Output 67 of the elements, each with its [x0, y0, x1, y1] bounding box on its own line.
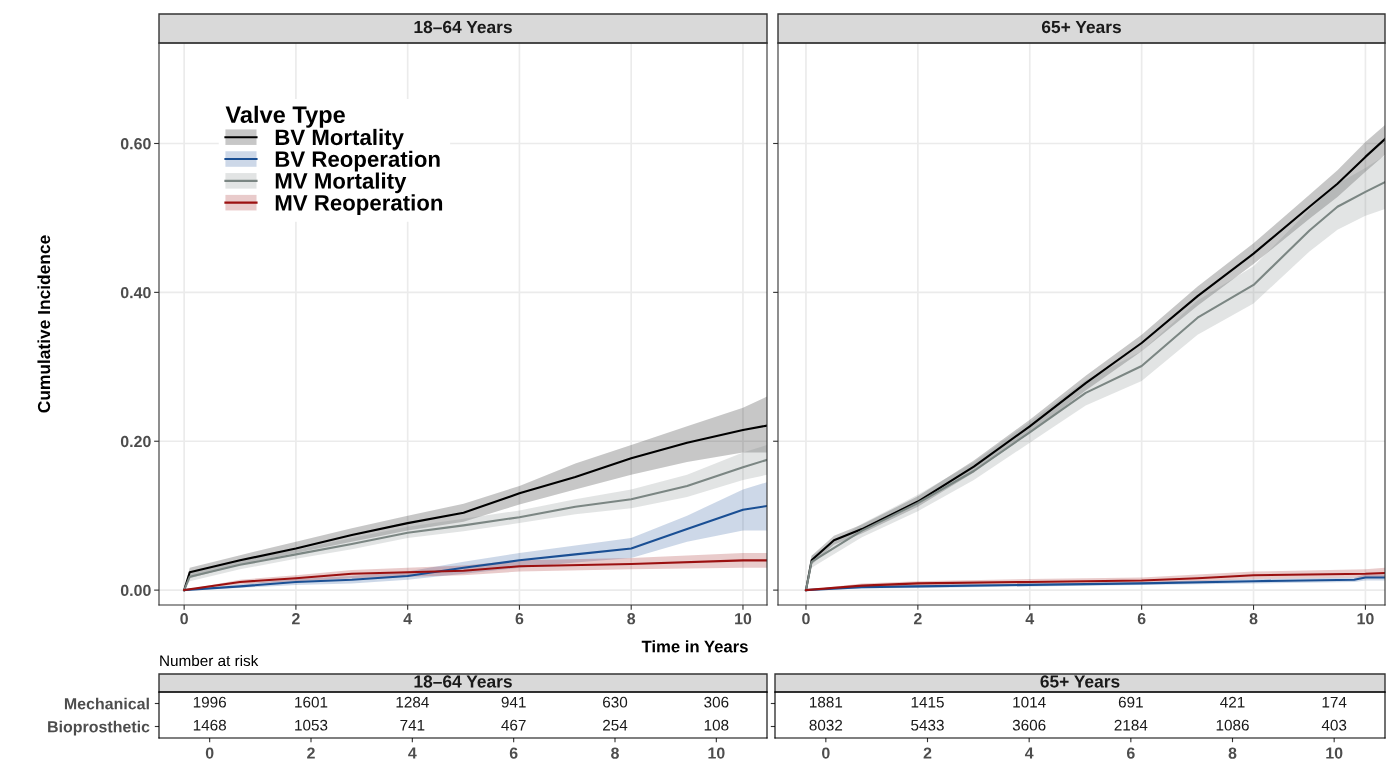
x-tick-label: 10 [708, 747, 725, 759]
data-label: 1601 [295, 696, 328, 708]
y-axis-title: Cumulative Incidence [37, 235, 51, 413]
legend-label: MV Reoperation [275, 194, 443, 216]
data-label: 2184 [1114, 719, 1148, 731]
x-axis-title: Time in Years [641, 640, 748, 653]
data-label: 1881 [810, 696, 843, 708]
x-tick-label: 2 [923, 747, 932, 759]
x-tick-label: 8 [1249, 613, 1258, 625]
x-tick-label: 0 [180, 613, 188, 625]
data-label: 741 [400, 719, 425, 731]
data-label: 691 [1118, 696, 1143, 708]
x-tick-label: 8 [627, 613, 636, 625]
x-tick-label: 10 [1357, 613, 1374, 625]
text: Number at risk [160, 654, 259, 667]
line-series [183, 559, 767, 592]
legend-label: MV Mortality [275, 172, 407, 194]
y-tick-label: 0.40 [120, 287, 151, 299]
data-label: 941 [501, 696, 526, 708]
y-tick-label: 0.20 [120, 435, 151, 448]
data-label: 174 [1322, 696, 1347, 708]
chart-title: 18–64 Years [414, 20, 512, 34]
data-label: 3606 [1012, 719, 1046, 731]
x-tick-label: 8 [611, 747, 619, 759]
x-tick-label: 2 [292, 613, 300, 625]
y-tick-label: Bioprosthetic [48, 720, 150, 736]
x-tick-label: 0 [822, 747, 830, 759]
data-label: 5433 [911, 719, 944, 731]
data-label: 1415 [911, 696, 944, 708]
data-label: 467 [501, 719, 526, 731]
x-tick-label: 2 [307, 747, 315, 759]
data-label: 1284 [396, 696, 429, 708]
data-label: 108 [704, 719, 729, 731]
data-label: 1053 [295, 719, 328, 731]
data-label: 403 [1321, 719, 1347, 731]
data-label: 1468 [193, 719, 226, 731]
data-label: 1086 [1216, 719, 1249, 731]
legend-title: Valve Type [225, 105, 345, 128]
x-tick-label: 6 [509, 747, 518, 759]
x-tick-label: 10 [1326, 747, 1343, 759]
x-tick-label: 10 [735, 613, 752, 625]
x-tick-label: 4 [1024, 747, 1034, 759]
data-label: 306 [704, 696, 729, 708]
data-label: 1996 [193, 696, 226, 708]
y-tick-label: 0.00 [120, 584, 151, 597]
x-tick-label: 6 [1137, 613, 1146, 625]
x-tick-label: 8 [1228, 747, 1237, 759]
data-label: 421 [1220, 696, 1245, 708]
chart-title: 18–64 Years [414, 675, 512, 688]
data-label: 254 [603, 719, 628, 731]
x-tick-label: 4 [403, 613, 413, 625]
legend-label: BV Reoperation [275, 150, 440, 172]
chart-title: 65+ Years [1040, 675, 1120, 688]
x-tick-label: 0 [205, 747, 214, 759]
legend-label: BV Mortality [275, 128, 404, 150]
chart-title: 65+ Years [1041, 20, 1121, 34]
data-label: 8032 [809, 719, 843, 731]
x-tick-label: 0 [802, 613, 810, 625]
x-tick-label: 4 [408, 747, 417, 759]
x-tick-label: 6 [1126, 747, 1135, 759]
y-tick-label: Mechanical [64, 697, 149, 710]
data-label: 630 [603, 696, 628, 708]
y-tick-label: 0.60 [120, 138, 151, 150]
x-tick-label: 2 [913, 613, 922, 625]
x-tick-label: 4 [1025, 613, 1035, 625]
x-tick-label: 6 [515, 613, 524, 625]
data-label: 1014 [1013, 696, 1046, 708]
